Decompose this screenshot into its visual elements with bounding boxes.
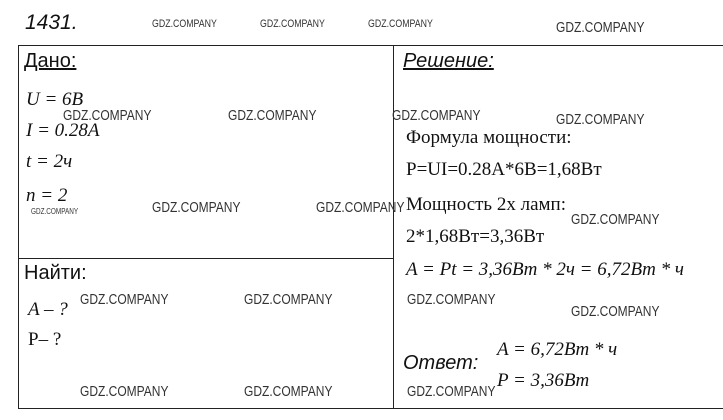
watermark: GDZ.COMPANY (571, 303, 660, 320)
answer-line: P = 3,36Bm (497, 370, 590, 391)
watermark: GDZ.COMPANY (368, 18, 433, 30)
table-top (18, 45, 723, 46)
solution-line: P=UI=0.28А*6В=1,68Вт (406, 159, 602, 180)
find-line: A – ? (28, 299, 68, 320)
watermark: GDZ.COMPANY (392, 107, 481, 124)
solution-line: A = Pt = 3,36Bm * 2ч = 6,72Bm * ч (406, 259, 684, 280)
watermark: GDZ.COMPANY (80, 291, 169, 308)
solution-line: Мощность 2х ламп: (406, 194, 566, 215)
table-bottom (18, 408, 723, 409)
given-line: t = 2ч (26, 151, 73, 172)
solution-line: 2*1,68Вт=3,36Вт (406, 226, 545, 247)
find-title: Найти: (24, 262, 87, 284)
watermark: GDZ.COMPANY (571, 211, 660, 228)
watermark: GDZ.COMPANY (228, 107, 317, 124)
table-divider (393, 45, 394, 409)
watermark: GDZ.COMPANY (316, 199, 405, 216)
solution-title: Решение: (403, 50, 494, 72)
watermark: GDZ.COMPANY (63, 107, 152, 124)
given-line: I = 0.28A (26, 120, 100, 141)
watermark: GDZ.COMPANY (244, 383, 333, 400)
solution-line: Формула мощности: (406, 127, 572, 148)
given-line: n = 2 (26, 185, 68, 206)
row-divider (18, 258, 393, 259)
watermark: GDZ.COMPANY (31, 207, 79, 216)
problem-number: 1431. (25, 11, 78, 34)
watermark: GDZ.COMPANY (556, 111, 645, 128)
given-title: Дано: (24, 50, 77, 72)
watermark: GDZ.COMPANY (556, 19, 645, 36)
given-line: U = 6B (26, 89, 84, 110)
answer-line: A = 6,72Bm * ч (497, 339, 618, 360)
watermark: GDZ.COMPANY (80, 383, 169, 400)
find-line: P– ? (28, 329, 62, 350)
table-left (18, 45, 19, 409)
watermark: GDZ.COMPANY (260, 18, 325, 30)
watermark: GDZ.COMPANY (407, 291, 496, 308)
watermark: GDZ.COMPANY (152, 199, 241, 216)
watermark: GDZ.COMPANY (152, 18, 217, 30)
watermark: GDZ.COMPANY (244, 291, 333, 308)
watermark: GDZ.COMPANY (407, 383, 496, 400)
answer-label: Ответ: (403, 352, 479, 374)
